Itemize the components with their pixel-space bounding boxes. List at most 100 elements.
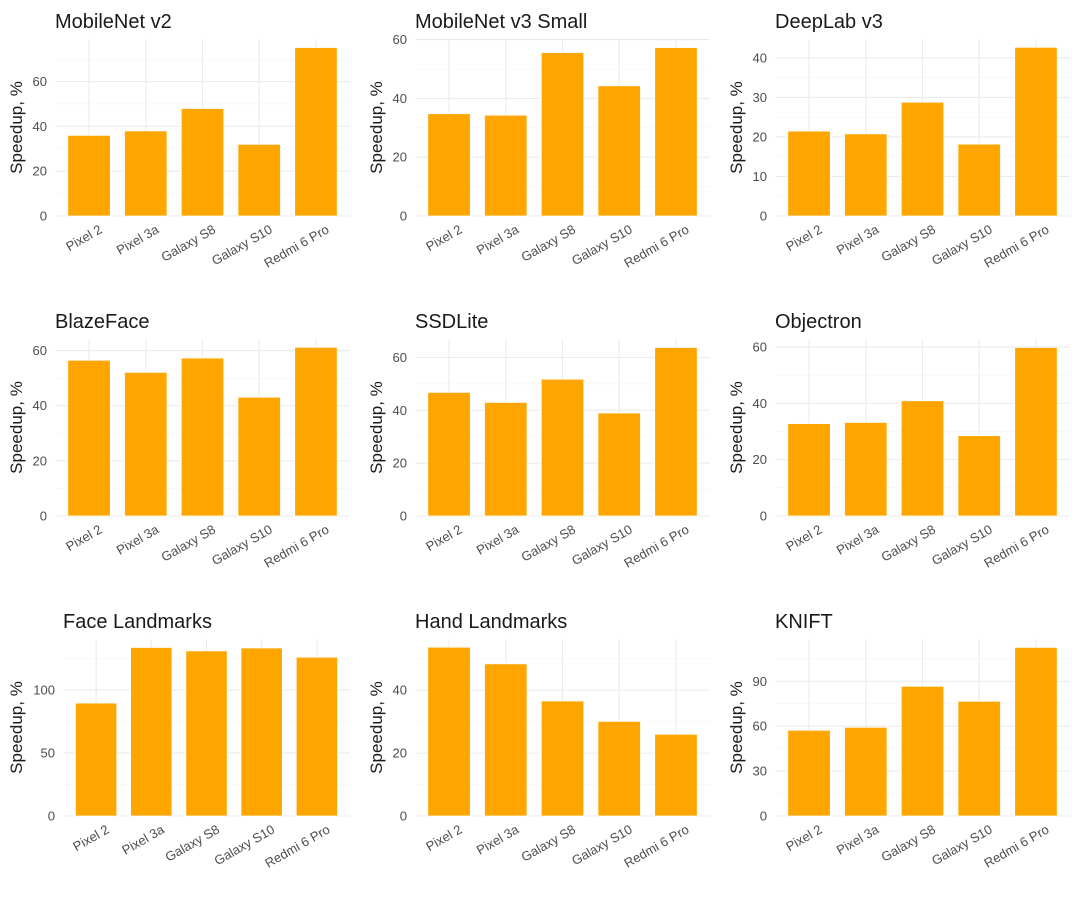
y-tick-labels: 0 30 60 90	[753, 674, 767, 824]
y-tick-label: 40	[393, 403, 407, 418]
bar-pixel-2	[787, 130, 831, 217]
x-tick-label: Galaxy S8	[879, 522, 938, 565]
x-tick-label: Pixel 3a	[474, 221, 522, 257]
y-tick-label: 100	[33, 682, 55, 697]
bar-pixel-3a	[484, 402, 528, 517]
x-tick-label: Redmi 6 Pro	[621, 822, 691, 871]
bars	[75, 647, 338, 817]
y-tick-labels: 0 20 40 60	[33, 343, 47, 523]
bar-redmi-6-pro	[654, 347, 698, 517]
y-axis-title: Speedup, %	[367, 681, 386, 774]
bar-galaxy-s10	[597, 720, 641, 817]
y-tick-label: 40	[753, 50, 767, 65]
x-tick-label: Galaxy S8	[159, 222, 218, 265]
x-tick-label: Pixel 3a	[474, 521, 522, 557]
y-tick-label: 0	[400, 209, 407, 224]
y-tick-label: 60	[753, 719, 767, 734]
y-tick-label: 20	[393, 456, 407, 471]
bar-pixel-2	[427, 113, 471, 217]
x-tick-label: Pixel 3a	[114, 221, 162, 257]
y-axis-title: Speedup, %	[727, 681, 746, 774]
bars	[67, 346, 338, 517]
bar-galaxy-s10	[597, 85, 641, 217]
bar-pixel-3a	[844, 726, 888, 817]
x-tick-label: Pixel 2	[70, 822, 111, 855]
x-tick-label: Pixel 3a	[834, 521, 882, 557]
bar-galaxy-s8	[540, 700, 585, 817]
bar-pixel-2	[67, 134, 111, 217]
chart-panel-6: Objectron Speedup, % 0 20 40 60 Pixel 2 Pixel 3…	[727, 311, 1070, 571]
panel-title: Face Landmarks	[63, 611, 212, 633]
y-tick-labels: 0 50 100	[33, 682, 55, 823]
bar-galaxy-s10	[957, 143, 1001, 217]
y-tick-label: 60	[33, 343, 47, 358]
y-tick-label: 20	[393, 746, 407, 761]
bar-pixel-3a	[124, 371, 168, 517]
y-tick-label: 0	[40, 509, 47, 524]
x-tick-label: Pixel 2	[63, 522, 104, 555]
chart-panel-3: DeepLab v3 Speedup, % 0 10 20 30 40 Pixel 2 Pixe…	[727, 11, 1070, 271]
y-tick-labels: 0 20 40 60	[33, 74, 47, 223]
bar-pixel-3a	[844, 422, 888, 517]
y-tick-labels: 0 20 40 60	[393, 32, 407, 223]
bar-galaxy-s8	[540, 52, 585, 217]
chart-panel-4: BlazeFace Speedup, % 0 20 40 60 Pixel 2 Pixel 3…	[7, 311, 350, 571]
panel-title: MobileNet v3 Small	[415, 11, 587, 33]
panel-title: DeepLab v3	[775, 11, 883, 33]
y-axis-title: Speedup, %	[367, 381, 386, 474]
chart-panel-2: MobileNet v3 Small Speedup, % 0 20 40 60 Pixel…	[367, 11, 710, 271]
y-tick-label: 40	[753, 396, 767, 411]
y-tick-label: 0	[400, 509, 407, 524]
y-tick-label: 40	[393, 91, 407, 106]
panel-title: Objectron	[775, 311, 862, 333]
y-tick-label: 60	[393, 350, 407, 365]
panel-title: SSDLite	[415, 311, 488, 333]
y-tick-label: 20	[753, 452, 767, 467]
x-tick-label: Pixel 2	[783, 522, 824, 555]
panel-title: BlazeFace	[55, 311, 150, 333]
bars	[787, 646, 1058, 817]
x-tick-label: Galaxy S8	[159, 522, 218, 565]
y-tick-label: 60	[753, 339, 767, 354]
x-tick-label: Pixel 3a	[834, 821, 882, 857]
bar-galaxy-s10	[240, 647, 283, 817]
x-tick-label: Redmi 6 Pro	[621, 522, 691, 571]
bar-pixel-3a	[130, 647, 173, 817]
bar-pixel-2	[75, 702, 118, 817]
bar-galaxy-s10	[957, 700, 1001, 817]
bar-pixel-2	[427, 646, 471, 817]
y-tick-label: 40	[393, 683, 407, 698]
y-axis-title: Speedup, %	[7, 681, 26, 774]
x-tick-label: Galaxy S8	[519, 222, 578, 265]
chart-panel-9: KNIFT Speedup, % 0 30 60 90 Pixel 2 Pixel 3aGal…	[727, 611, 1070, 871]
y-tick-label: 20	[393, 150, 407, 165]
bar-pixel-3a	[124, 130, 168, 217]
bar-pixel-3a	[484, 663, 528, 817]
y-tick-label: 60	[33, 74, 47, 89]
y-tick-label: 30	[753, 764, 767, 779]
x-tick-label: Redmi 6 Pro	[261, 522, 331, 571]
x-tick-label: Galaxy S8	[519, 822, 578, 865]
bar-redmi-6-pro	[654, 47, 698, 217]
x-tick-label: Pixel 2	[423, 522, 464, 555]
bar-redmi-6-pro	[1014, 46, 1058, 217]
x-tick-label: Redmi 6 Pro	[981, 522, 1051, 571]
y-axis-title: Speedup, %	[7, 81, 26, 174]
bar-redmi-6-pro	[1014, 347, 1058, 517]
x-tick-label: Pixel 3a	[834, 221, 882, 257]
x-tick-label: Pixel 2	[423, 822, 464, 855]
y-tick-label: 0	[760, 209, 767, 224]
bar-pixel-2	[67, 359, 111, 517]
bar-galaxy-s10	[237, 396, 281, 517]
x-tick-label: Pixel 2	[783, 822, 824, 855]
bar-redmi-6-pro	[295, 656, 338, 817]
